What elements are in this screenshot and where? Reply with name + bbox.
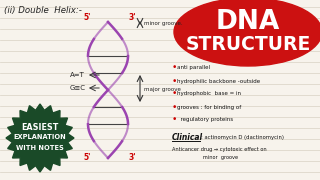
Text: hydrophilic backbone -outside: hydrophilic backbone -outside xyxy=(177,78,260,84)
Text: STRUCTURE: STRUCTURE xyxy=(185,35,311,53)
Ellipse shape xyxy=(174,0,320,66)
Text: Clinical: Clinical xyxy=(172,134,203,143)
Text: anti parallel: anti parallel xyxy=(177,66,210,71)
Text: grooves : for binding of: grooves : for binding of xyxy=(177,105,241,109)
Text: EASIEST: EASIEST xyxy=(21,123,59,132)
Text: : actinomycin D (dactinomycin): : actinomycin D (dactinomycin) xyxy=(201,136,284,141)
Text: G≡C: G≡C xyxy=(70,85,86,91)
Text: 3': 3' xyxy=(129,13,137,22)
Text: (ii) Double  Helix:-: (ii) Double Helix:- xyxy=(4,6,82,15)
Text: hydrophobic  base = in: hydrophobic base = in xyxy=(177,91,241,96)
Text: EXPLANATION: EXPLANATION xyxy=(14,134,66,140)
Polygon shape xyxy=(6,104,74,172)
Text: •: • xyxy=(172,116,177,125)
Text: minor groove.: minor groove. xyxy=(144,21,183,26)
Text: major groove: major groove xyxy=(144,87,181,91)
Text: Anticancer drug → cytotoxic effect on: Anticancer drug → cytotoxic effect on xyxy=(172,147,267,152)
Text: 5': 5' xyxy=(83,13,91,22)
Text: 3': 3' xyxy=(129,153,137,162)
Text: A=T: A=T xyxy=(70,72,85,78)
Text: •: • xyxy=(172,102,177,111)
Text: •: • xyxy=(172,76,177,86)
Text: WITH NOTES: WITH NOTES xyxy=(16,145,64,151)
Text: 5': 5' xyxy=(83,153,91,162)
Text: regulatory proteins: regulatory proteins xyxy=(177,118,233,123)
Text: •: • xyxy=(172,89,177,98)
Text: minor  groove: minor groove xyxy=(172,154,238,159)
Text: DNA: DNA xyxy=(216,9,280,35)
Text: •: • xyxy=(172,64,177,73)
